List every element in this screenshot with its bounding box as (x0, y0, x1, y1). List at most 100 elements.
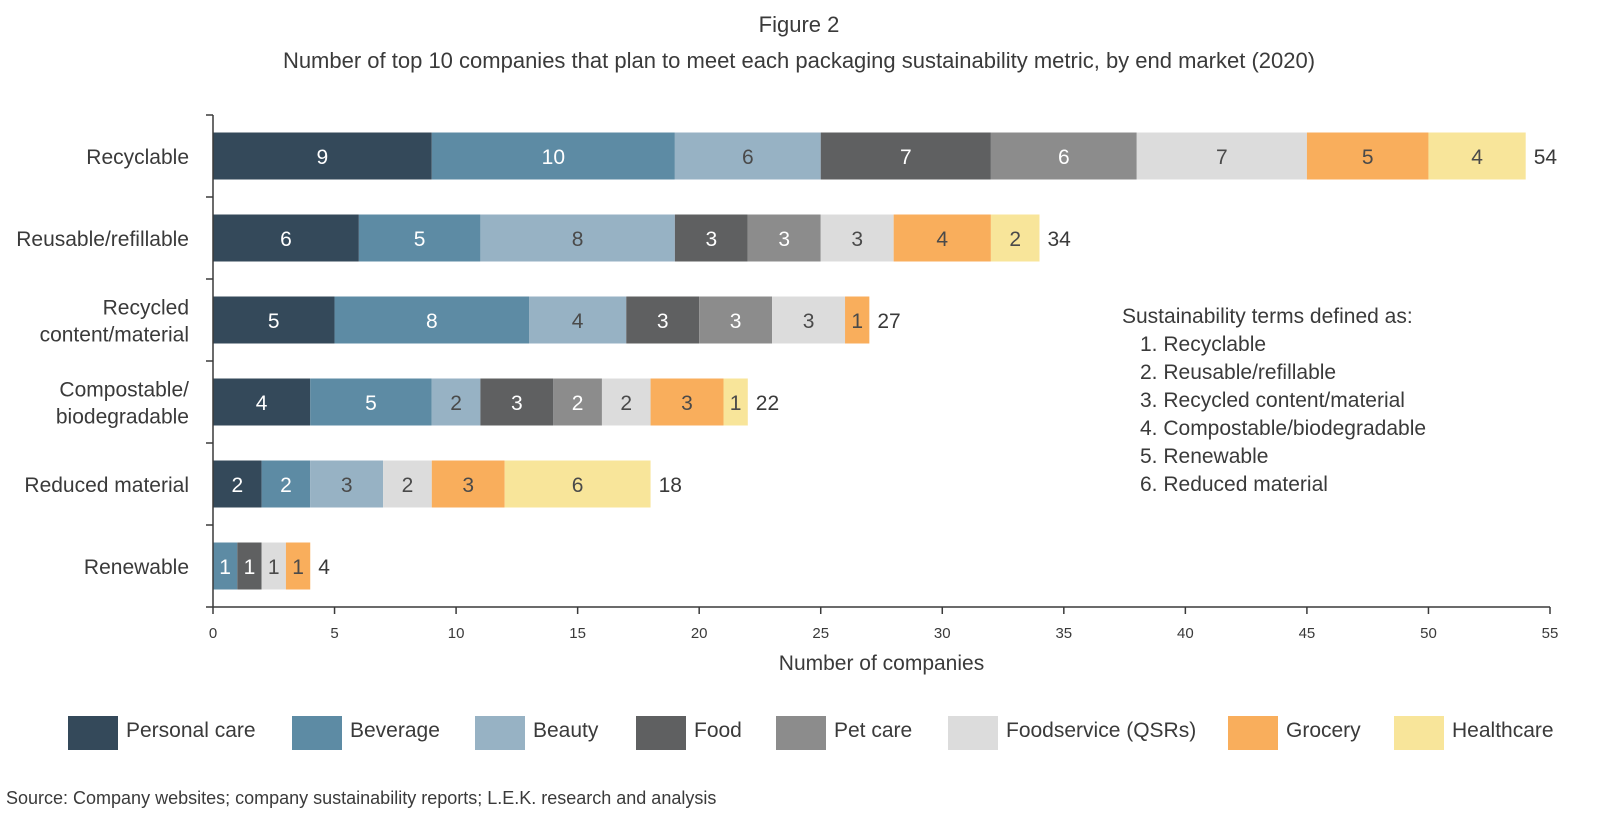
legend-label: Food (694, 719, 742, 742)
x-tick-label: 35 (1055, 625, 1072, 642)
total-label: 18 (659, 474, 682, 497)
data-label: 4 (256, 392, 268, 415)
data-label: 4 (936, 228, 948, 251)
category-label: Recyclable (86, 146, 189, 169)
data-label: 3 (705, 228, 717, 251)
x-tick-label: 50 (1420, 625, 1437, 642)
total-label: 22 (756, 392, 779, 415)
bar-segment (990, 132, 1137, 180)
data-label: 3 (341, 474, 353, 497)
x-tick-label: 0 (209, 625, 217, 642)
data-label: 5 (414, 228, 426, 251)
bar-segment (723, 378, 748, 426)
chart-title: Number of top 10 companies that plan to … (282, 48, 1316, 73)
data-label: 5 (1362, 146, 1374, 169)
x-tick-label: 45 (1299, 625, 1316, 642)
data-label: 9 (317, 146, 329, 169)
legend-label: Beauty (533, 719, 599, 742)
data-label: 8 (572, 228, 584, 251)
data-label: 3 (730, 310, 742, 333)
bar-segment (1136, 132, 1307, 180)
legend-label: Pet care (834, 719, 913, 742)
category-label: Renewable (84, 556, 189, 579)
data-label: 4 (1471, 146, 1483, 169)
legend-label: Grocery (1286, 719, 1361, 742)
bar-segment (213, 542, 238, 590)
data-label: 2 (231, 474, 243, 497)
legend-swatch (636, 716, 686, 750)
bar-segment (213, 214, 359, 262)
bar-segment (480, 378, 554, 426)
bar-segment (529, 296, 627, 344)
total-label: 27 (877, 310, 900, 333)
legend-swatch (1394, 716, 1444, 750)
data-label: 1 (730, 392, 742, 415)
bar-segment (213, 460, 262, 508)
legend-label: Foodservice (QSRs) (1006, 719, 1197, 742)
data-label: 3 (851, 228, 863, 251)
data-label: 2 (402, 474, 414, 497)
data-label: 1 (244, 556, 256, 579)
bar-segment (237, 542, 262, 590)
bar-segment (626, 296, 700, 344)
bar-segment (820, 132, 991, 180)
legend-label: Personal care (126, 719, 256, 742)
x-tick-label: 40 (1177, 625, 1194, 642)
bar-segment (480, 214, 675, 262)
bar-segment (431, 460, 505, 508)
x-axis-title: Number of companies (779, 652, 984, 675)
bar-segment (261, 460, 311, 508)
category-label: Reduced material (24, 474, 189, 497)
data-label: 8 (426, 310, 438, 333)
bar-segment (431, 378, 481, 426)
data-label: 2 (620, 392, 632, 415)
bar-segment (650, 378, 724, 426)
data-label: 7 (1216, 146, 1228, 169)
legend-swatch (68, 716, 118, 750)
bar-segment (772, 296, 846, 344)
bar-segment (213, 378, 311, 426)
data-label: 3 (681, 392, 693, 415)
x-tick-label: 5 (330, 625, 338, 642)
data-label: 6 (1058, 146, 1070, 169)
category-label: content/material (40, 324, 189, 347)
x-tick-label: 15 (569, 625, 586, 642)
definition-item-2: 2. Reusable/refillable (1140, 361, 1337, 384)
figure-label: Figure 2 (758, 12, 840, 37)
definition-item-4: 4. Compostable/biodegradable (1140, 417, 1427, 440)
legend-label: Healthcare (1452, 719, 1554, 742)
bar-segment (261, 542, 286, 590)
bar-segment (213, 132, 432, 180)
bar-segment (1428, 132, 1526, 180)
data-label: 3 (778, 228, 790, 251)
legend-swatch (292, 716, 342, 750)
bar-segment (699, 296, 773, 344)
bar-segment (310, 378, 432, 426)
data-label: 5 (365, 392, 377, 415)
data-label: 1 (851, 310, 863, 333)
legend-swatch (1228, 716, 1278, 750)
bar-segment (893, 214, 991, 262)
data-label: 2 (572, 392, 584, 415)
total-label: 54 (1534, 146, 1558, 169)
definitions-heading: Sustainability terms defined as: (1122, 305, 1413, 328)
data-label: 3 (803, 310, 815, 333)
total-label: 34 (1048, 228, 1072, 251)
data-label: 2 (450, 392, 462, 415)
legend-swatch (475, 716, 525, 750)
category-label: Reusable/refillable (16, 228, 189, 251)
bar-segment (1306, 132, 1429, 180)
bar-segment (820, 214, 894, 262)
bar-segment (674, 214, 748, 262)
definition-item-1: 1. Recyclable (1140, 333, 1267, 356)
data-label: 1 (292, 556, 304, 579)
data-label: 2 (1009, 228, 1021, 251)
definition-item-3: 3. Recycled content/material (1140, 389, 1405, 412)
x-tick-label: 10 (448, 625, 465, 642)
bar-segment (358, 214, 481, 262)
bar-segment (674, 132, 821, 180)
data-label: 6 (280, 228, 292, 251)
bar-segment (504, 460, 651, 508)
data-label: 2 (280, 474, 292, 497)
